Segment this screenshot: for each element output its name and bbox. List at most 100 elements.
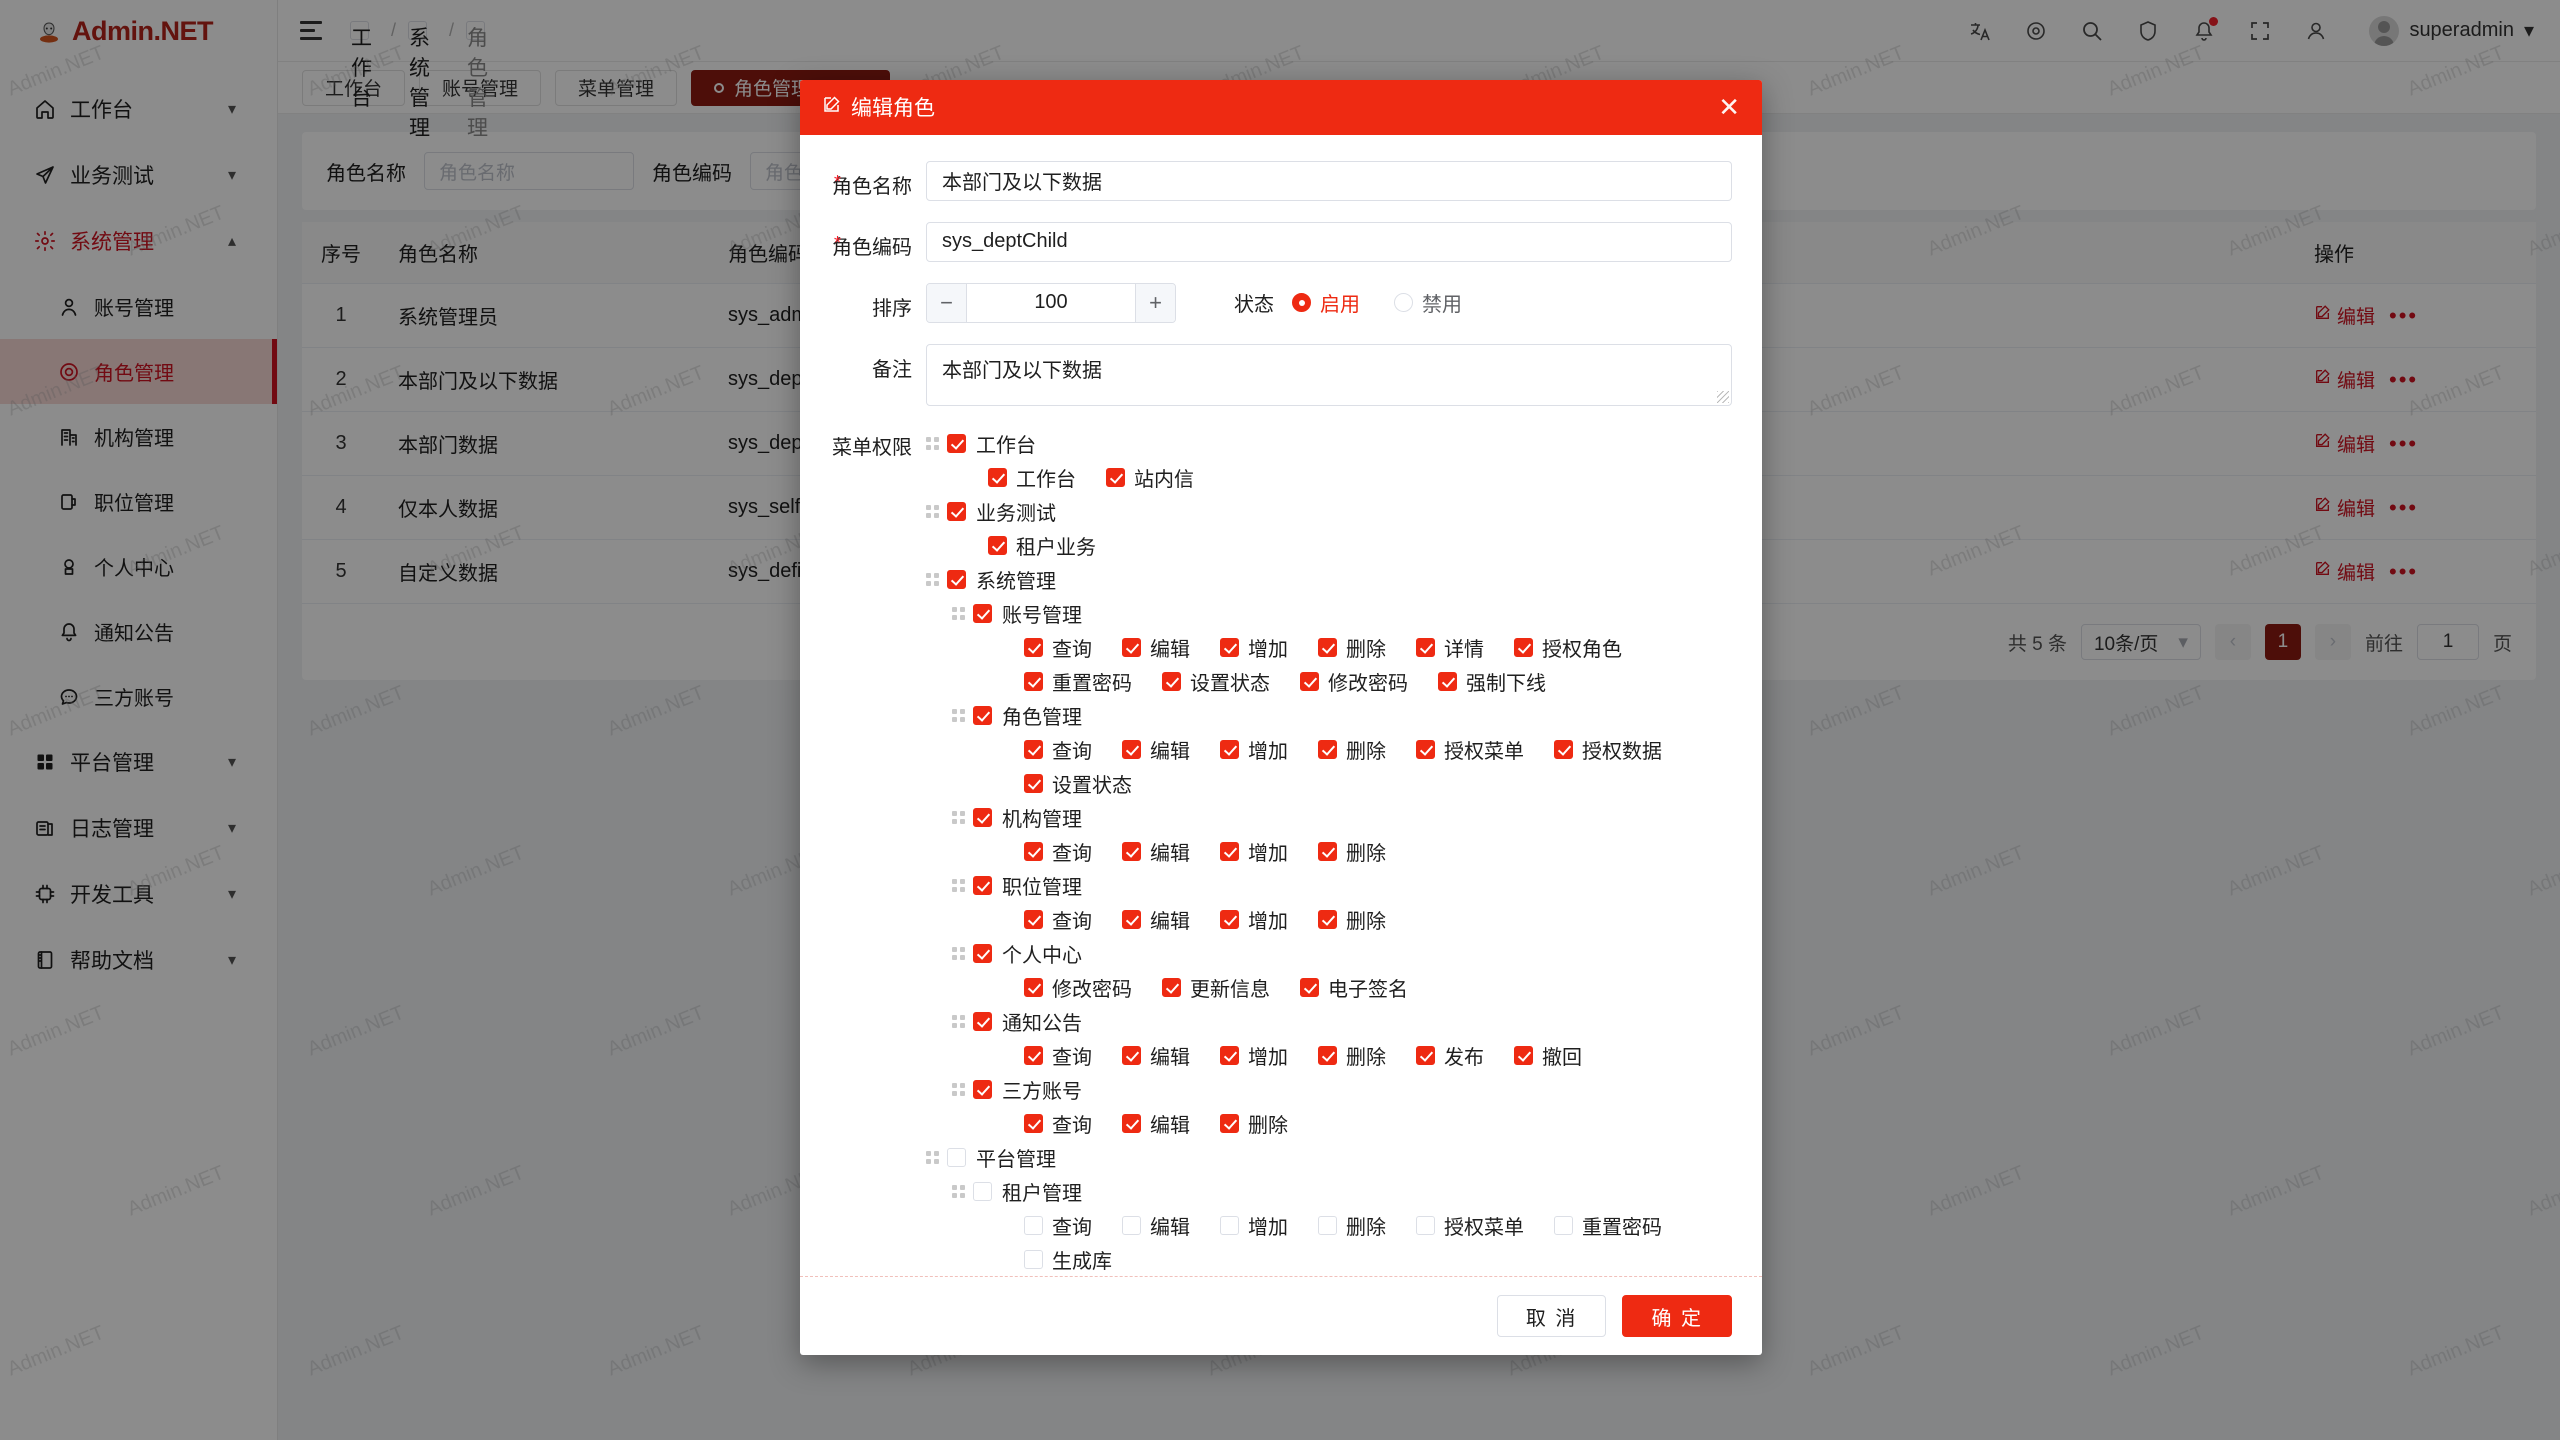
next-page-button[interactable]: › (2314, 624, 2351, 660)
tree-node[interactable]: 系统管理 (926, 563, 1732, 597)
checkbox-icon[interactable] (1318, 638, 1337, 658)
checkbox-icon[interactable] (1220, 1046, 1239, 1066)
permission-查询[interactable]: 查询 (1024, 633, 1092, 662)
checkbox-icon[interactable] (1122, 1216, 1141, 1236)
checkbox-icon[interactable] (1122, 1114, 1141, 1134)
checkbox-icon[interactable] (1554, 740, 1573, 760)
checkbox-icon[interactable] (1300, 672, 1319, 692)
fullscreen-icon[interactable] (2247, 18, 2273, 44)
drag-handle-icon[interactable] (952, 810, 966, 825)
tree-node[interactable]: 职位管理 (926, 869, 1732, 903)
permission-删除[interactable]: 删除 (1220, 1109, 1288, 1138)
sidebar-item-9[interactable]: 三方账号 (0, 664, 277, 729)
permission-设置状态[interactable]: 设置状态 (1162, 667, 1270, 696)
row-more-button[interactable]: ••• (2389, 366, 2419, 392)
permission-增加[interactable]: 增加 (1220, 735, 1288, 764)
permission-站内信[interactable]: 站内信 (1106, 463, 1194, 492)
confirm-button[interactable]: 确 定 (1622, 1295, 1732, 1337)
permission-删除[interactable]: 删除 (1318, 1211, 1386, 1240)
permission-查询[interactable]: 查询 (1024, 735, 1092, 764)
sidebar-item-6[interactable]: 职位管理 (0, 469, 277, 534)
permission-设置状态[interactable]: 设置状态 (1024, 769, 1132, 798)
permission-增加[interactable]: 增加 (1220, 633, 1288, 662)
permission-修改密码[interactable]: 修改密码 (1024, 973, 1132, 1002)
search-icon[interactable] (2079, 18, 2105, 44)
checkbox-icon[interactable] (1024, 1114, 1043, 1134)
checkbox-icon[interactable] (973, 876, 992, 896)
sidebar-toggle-icon[interactable] (300, 17, 328, 45)
close-icon[interactable]: ✕ (1718, 92, 1740, 123)
permission-修改密码[interactable]: 修改密码 (1300, 667, 1408, 696)
jump-input[interactable]: 1 (2416, 624, 2479, 660)
checkbox-icon[interactable] (947, 502, 966, 522)
permission-工作台[interactable]: 工作台 (988, 463, 1076, 492)
checkbox-icon[interactable] (1106, 468, 1125, 488)
permission-授权菜单[interactable]: 授权菜单 (1416, 1211, 1524, 1240)
filter-input-0[interactable]: 角色名称 (424, 152, 634, 190)
permission-查询[interactable]: 查询 (1024, 1041, 1092, 1070)
checkbox-icon[interactable] (973, 604, 992, 624)
permission-详情[interactable]: 详情 (1416, 633, 1484, 662)
drag-handle-icon[interactable] (952, 708, 966, 723)
permission-删除[interactable]: 删除 (1318, 633, 1386, 662)
permission-租户业务[interactable]: 租户业务 (988, 531, 1096, 560)
permission-增加[interactable]: 增加 (1220, 905, 1288, 934)
permission-增加[interactable]: 增加 (1220, 1041, 1288, 1070)
checkbox-icon[interactable] (973, 1012, 992, 1032)
checkbox-icon[interactable] (1318, 1216, 1337, 1236)
permission-授权数据[interactable]: 授权数据 (1554, 735, 1662, 764)
page-size-select[interactable]: 10条/页 ▾ (2080, 624, 2201, 660)
prev-page-button[interactable]: ‹ (2214, 624, 2251, 660)
tab-0[interactable]: 工作台 (302, 69, 406, 106)
row-more-button[interactable]: ••• (2389, 558, 2419, 584)
checkbox-icon[interactable] (973, 706, 992, 726)
permission-删除[interactable]: 删除 (1318, 1041, 1386, 1070)
sidebar-item-2[interactable]: 系统管理 ▴ (0, 208, 277, 274)
checkbox-icon[interactable] (1024, 672, 1043, 692)
checkbox-icon[interactable] (973, 944, 992, 964)
permission-发布[interactable]: 发布 (1416, 1041, 1484, 1070)
checkbox-icon[interactable] (988, 536, 1007, 556)
checkbox-icon[interactable] (1318, 910, 1337, 930)
checkbox-icon[interactable] (1438, 672, 1457, 692)
checkbox-icon[interactable] (1318, 842, 1337, 862)
checkbox-icon[interactable] (1416, 638, 1435, 658)
sidebar-item-0[interactable]: 工作台 ▾ (0, 76, 277, 142)
role-code-input[interactable]: sys_deptChild (926, 221, 1732, 262)
sidebar-item-11[interactable]: 日志管理 ▾ (0, 795, 277, 861)
permission-删除[interactable]: 删除 (1318, 905, 1386, 934)
checkbox-icon[interactable] (1220, 910, 1239, 930)
theme-icon[interactable] (2023, 18, 2049, 44)
permission-撤回[interactable]: 撤回 (1514, 1041, 1582, 1070)
cancel-button[interactable]: 取 消 (1496, 1295, 1607, 1337)
sidebar-item-5[interactable]: 机构管理 (0, 404, 277, 469)
checkbox-icon[interactable] (1318, 1046, 1337, 1066)
drag-handle-icon[interactable] (952, 1184, 966, 1199)
tree-node[interactable]: 通知公告 (926, 1005, 1732, 1039)
checkbox-icon[interactable] (988, 468, 1007, 488)
permission-电子签名[interactable]: 电子签名 (1300, 973, 1408, 1002)
drag-handle-icon[interactable] (926, 436, 940, 451)
row-edit-button[interactable]: 编辑 (2314, 494, 2375, 521)
permission-编辑[interactable]: 编辑 (1122, 633, 1190, 662)
checkbox-icon[interactable] (1122, 740, 1141, 760)
row-more-button[interactable]: ••• (2389, 430, 2419, 456)
permission-增加[interactable]: 增加 (1220, 837, 1288, 866)
row-edit-button[interactable]: 编辑 (2314, 558, 2375, 585)
user-menu[interactable]: superadmin ▾ (2359, 15, 2534, 46)
shield-icon[interactable] (2135, 18, 2161, 44)
row-edit-button[interactable]: 编辑 (2314, 430, 2375, 457)
tree-node[interactable]: 平台管理 (926, 1141, 1732, 1175)
checkbox-icon[interactable] (1220, 638, 1239, 658)
tree-node[interactable]: 三方账号 (926, 1073, 1732, 1107)
permission-编辑[interactable]: 编辑 (1122, 1109, 1190, 1138)
checkbox-icon[interactable] (947, 1148, 966, 1168)
sidebar-item-8[interactable]: 通知公告 (0, 599, 277, 664)
order-decrement-button[interactable]: − (927, 283, 967, 322)
checkbox-icon[interactable] (973, 808, 992, 828)
checkbox-icon[interactable] (973, 1080, 992, 1100)
checkbox-icon[interactable] (1416, 740, 1435, 760)
checkbox-icon[interactable] (1220, 1114, 1239, 1134)
checkbox-icon[interactable] (1024, 638, 1043, 658)
checkbox-icon[interactable] (1514, 1046, 1533, 1066)
